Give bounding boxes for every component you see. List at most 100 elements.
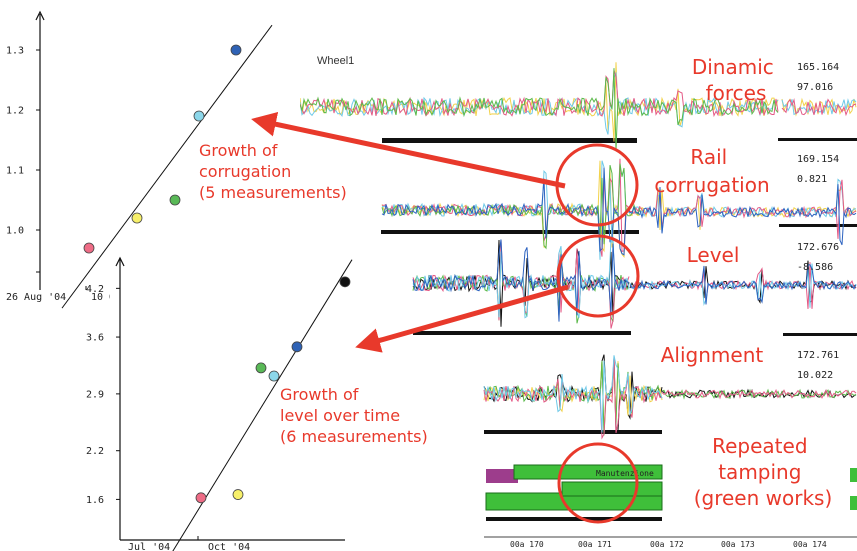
highlight-circle: [557, 442, 639, 524]
signal-traces: [299, 62, 857, 440]
signal-trace: [299, 68, 779, 151]
arrow-to-level-chart: [355, 284, 569, 353]
signal-trace: [781, 98, 857, 117]
position-tick-label: 00a 171: [578, 540, 612, 549]
x-tick-label: 10 Oc: [91, 292, 121, 303]
y-tick-label: 1.2: [6, 106, 24, 117]
x-tick-label: Oct '04: [208, 542, 250, 551]
label-line: (6 measurements): [280, 427, 428, 446]
works-bar-label: Manutenzione: [596, 469, 654, 478]
annotation-corrugation-growth: Growth of corrugation (5 measurements): [199, 141, 347, 202]
position-tick-label: 00a 173: [721, 540, 755, 549]
data-point: [169, 194, 181, 206]
label-line: Alignment: [661, 343, 764, 367]
chart-background: [110, 252, 345, 551]
data-point: [230, 44, 242, 56]
y-axis-arrow: [115, 256, 125, 267]
works-track-baseline: [486, 517, 662, 521]
x-tick-label: Jul '04: [128, 542, 170, 551]
label-line: Rail: [690, 145, 727, 169]
works-bar-green: [850, 468, 857, 482]
signal-trace: [381, 167, 641, 256]
channel-label-dinamic-forces: Dinamic forces: [692, 55, 780, 105]
data-point: [291, 341, 303, 353]
y-tick-label: 1.6: [86, 495, 104, 506]
data-point: [83, 242, 95, 254]
label-line: Growth of: [199, 141, 278, 160]
signal-trace: [629, 260, 857, 304]
channel-separator: [778, 138, 857, 141]
data-point: [268, 370, 280, 382]
corrugation-scatter-chart: 26 Aug '04 10 Oc 1.0 1.1 1.2 1.3: [0, 0, 300, 309]
position-tick-label: 00a 174: [793, 540, 827, 549]
signal-trace: [781, 98, 857, 116]
channel-separator: [484, 430, 662, 434]
channel-separator: [413, 331, 631, 335]
channel-label-rail-corrugation: Rail corrugation: [654, 145, 769, 197]
highlight-circles: [555, 143, 640, 524]
channel-label-level: Level: [687, 243, 740, 267]
signal-panel: Wheel1 Manutenzione 00a 170 00a 171 00a …: [299, 55, 857, 549]
chart-background: [0, 0, 300, 300]
annotation-level-growth: Growth of level over time (6 measurement…: [280, 385, 428, 446]
y-axis-arrow: [35, 10, 45, 21]
y-tick-label: 4.2: [86, 284, 104, 295]
annotation-arrows: [251, 111, 569, 353]
channel-readout-bottom: -8.586: [797, 262, 833, 273]
channel-readout-bottom: 97.016: [797, 82, 833, 93]
y-tick-label: 1.1: [6, 166, 24, 177]
label-line: corrugation: [199, 162, 291, 181]
y-tick-label: 1.3: [6, 46, 24, 57]
data-point: [131, 212, 143, 224]
x-tick-label: 26 Aug '04: [6, 292, 66, 303]
channel-readout-top: 172.761: [797, 350, 839, 361]
data-point: [195, 492, 207, 504]
label-line: (5 measurements): [199, 183, 347, 202]
trend-line: [172, 259, 353, 551]
channel-label-alignment: Alignment: [661, 343, 764, 367]
label-line: (green works): [694, 486, 833, 510]
works-bar-green: [561, 481, 663, 497]
data-point: [339, 276, 351, 288]
arrow-to-corrugation-chart: [251, 111, 566, 189]
channel-separator: [382, 138, 637, 143]
level-scatter-chart: Jul '04 Oct '04 1.6 2.2 2.9 3.6 4.2: [86, 252, 353, 551]
data-point: [232, 489, 244, 500]
y-tick-label: 2.2: [86, 446, 104, 457]
channel-readout-bottom: 10.022: [797, 370, 833, 381]
label-line: corrugation: [654, 173, 769, 197]
channel-separator: [779, 224, 857, 227]
data-point: [255, 362, 267, 374]
signal-trace: [483, 355, 663, 433]
label-line: Dinamic: [692, 55, 774, 79]
channel-readout-top: 165.164: [797, 62, 839, 73]
channel-label-repeated-tamping: Repeated tamping (green works): [694, 434, 833, 510]
channel-readout-top: 172.676: [797, 242, 839, 253]
signal-trace: [412, 239, 630, 322]
channel-readout-bottom: 0.821: [797, 174, 827, 185]
position-tick-label: 00a 170: [510, 540, 544, 549]
signal-trace: [639, 184, 857, 246]
position-tick-label: 00a 172: [650, 540, 684, 549]
signal-trace: [412, 236, 630, 319]
channel-separator: [783, 333, 857, 336]
works-bar-green: [850, 496, 857, 510]
works-bar-green: [513, 464, 663, 480]
label-line: forces: [706, 81, 767, 105]
y-tick-label: 2.9: [86, 389, 104, 400]
wheel-label: Wheel1: [317, 55, 354, 67]
y-tick-label: 3.6: [86, 333, 104, 344]
position-axis: 00a 170 00a 171 00a 172 00a 173 00a 174: [484, 536, 857, 549]
works-bar-purple: [486, 469, 518, 483]
channel-separator: [381, 230, 639, 234]
y-tick-label: 1.0: [6, 226, 24, 237]
signal-trace: [661, 388, 857, 400]
data-point: [193, 110, 205, 122]
trend-line: [61, 24, 273, 309]
signal-trace: [629, 264, 857, 305]
label-line: Level: [687, 243, 740, 267]
label-line: Repeated: [712, 434, 807, 458]
label-line: tamping: [718, 460, 801, 484]
label-line: level over time: [280, 406, 400, 425]
